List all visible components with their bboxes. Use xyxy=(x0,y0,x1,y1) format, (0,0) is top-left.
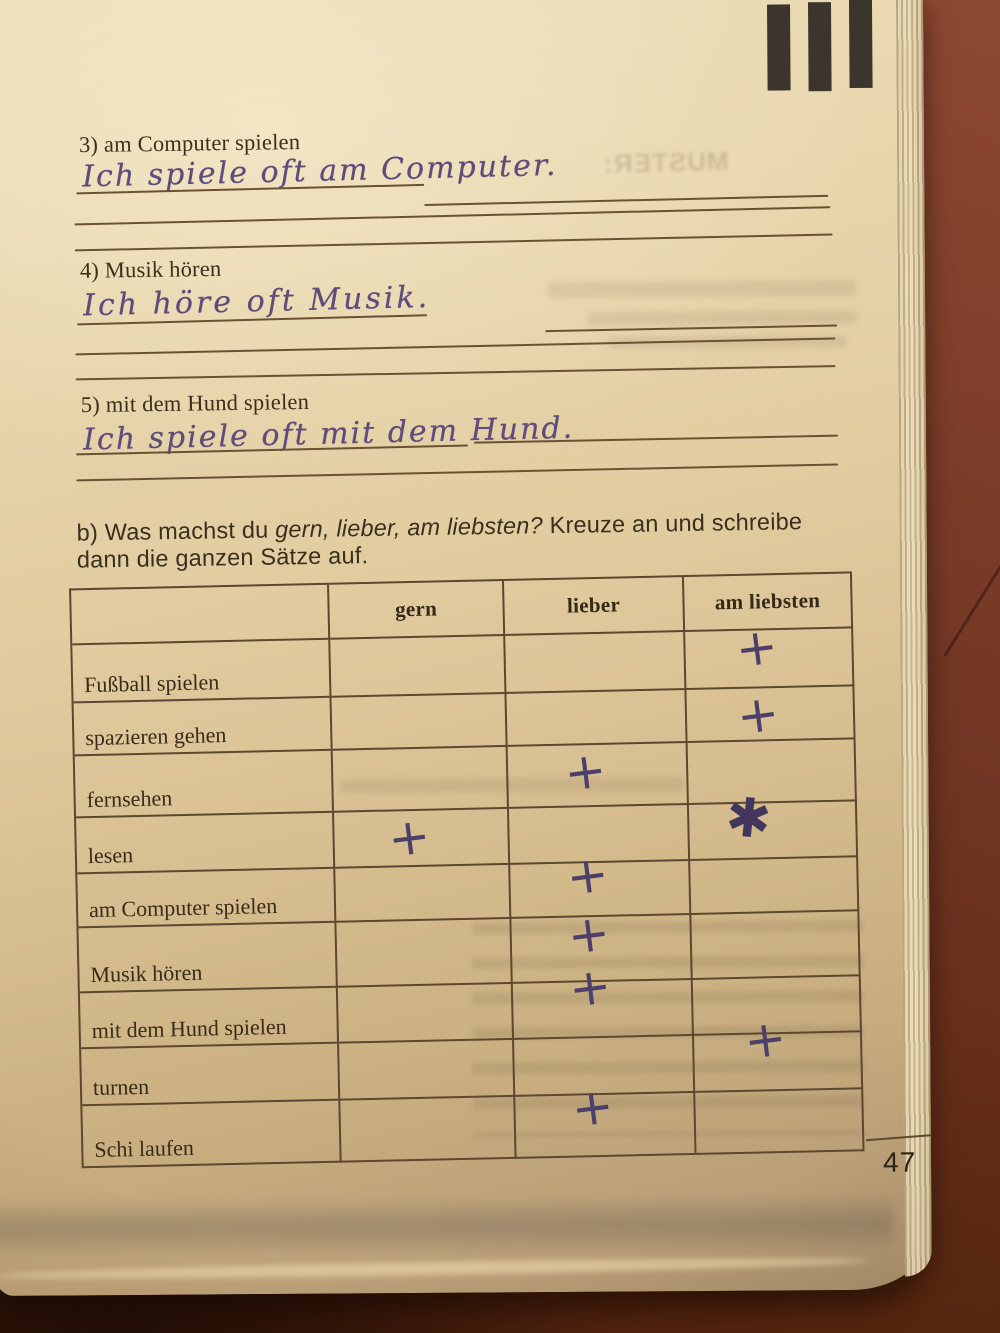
row-label-cell: lesen xyxy=(76,812,336,875)
checkbox-cell xyxy=(330,635,507,698)
row-label: Musik hören xyxy=(90,959,203,988)
pen-mark: + xyxy=(384,805,434,869)
checkbox-cell xyxy=(505,632,687,694)
column-header-lieber: lieber xyxy=(504,577,686,636)
pen-mark: + xyxy=(733,683,783,747)
row-label: fernsehen xyxy=(86,785,173,813)
row-label: spazieren gehen xyxy=(85,722,227,751)
bleed-through-text: MUSTER: xyxy=(602,145,729,179)
row-label-cell: spazieren gehen xyxy=(73,697,333,757)
row-label: am Computer spielen xyxy=(88,892,278,923)
checkbox-cell xyxy=(336,918,513,988)
row-label-cell: mit dem Hund spielen xyxy=(79,987,340,1050)
row-label-cell: fernsehen xyxy=(74,750,335,819)
wood-scratch xyxy=(943,553,1000,657)
row-label-cell: Fußball spielen xyxy=(72,639,332,704)
ruled-line xyxy=(424,194,829,206)
task-b-instruction-line1: b) Was machst du gern, lieber, am liebst… xyxy=(76,508,802,546)
checkbox-cell xyxy=(335,864,512,923)
exercise-item-4-label: 4) Musik hören xyxy=(79,255,222,283)
checkbox-cell: + xyxy=(507,740,689,809)
column-header-label: lieber xyxy=(566,592,621,618)
row-label-cell: Musik hören xyxy=(78,922,338,994)
task-b-italic-words: gern, lieber, am liebsten? xyxy=(274,512,544,543)
checkbox-cell: + xyxy=(686,683,856,746)
checkbox-cell: + xyxy=(693,1008,864,1093)
ruled-line xyxy=(545,324,838,333)
checkbox-cell xyxy=(331,693,508,751)
page-bottom-shadow xyxy=(0,1193,895,1253)
pen-mark: + xyxy=(560,740,610,803)
exercise-item-3-label: 3) am Computer spielen xyxy=(78,129,301,158)
checkbox-cell xyxy=(695,1089,865,1155)
column-header-label: am liebsten xyxy=(714,588,821,615)
unit-marker-bars xyxy=(767,0,873,92)
row-label-cell: turnen xyxy=(81,1043,341,1107)
crossed-out-mark-cell: ✱ xyxy=(688,785,859,861)
checkbox-cell xyxy=(339,1039,516,1101)
checkbox-cell: + xyxy=(512,956,694,1040)
task-b-text: Kreuze an und schreibe xyxy=(542,508,803,539)
checkbox-cell: + xyxy=(334,806,511,869)
preferences-table: gern lieber am liebsten Fußball spielen … xyxy=(69,571,865,1169)
ruled-line xyxy=(76,463,839,482)
column-header-gern: gern xyxy=(329,580,506,640)
task-b-text: b) Was machst du xyxy=(76,516,276,546)
row-label: turnen xyxy=(92,1073,150,1101)
page-edge-stack xyxy=(895,0,932,1277)
bleed-smudge xyxy=(546,279,858,299)
row-label: Schi laufen xyxy=(94,1134,195,1163)
task-b-instruction-line2: dann die ganzen Sätze auf. xyxy=(76,542,369,573)
page-curl-highlight xyxy=(0,1254,869,1283)
row-label: lesen xyxy=(87,842,134,869)
row-label-cell: am Computer spielen xyxy=(77,868,337,929)
bleed-smudge xyxy=(587,309,858,326)
table-corner-cell xyxy=(71,584,331,646)
ruled-line xyxy=(74,233,833,252)
checkbox-cell xyxy=(337,983,515,1044)
page-number: 47 xyxy=(882,1146,917,1178)
ruled-line xyxy=(75,365,836,381)
exercise-item-5-label: 5) mit dem Hund spielen xyxy=(80,388,310,418)
ruled-line xyxy=(74,206,831,226)
column-header-label: gern xyxy=(394,596,438,622)
row-label: mit dem Hund spielen xyxy=(91,1013,287,1044)
workbook-page: MUSTER: 3) am Computer spielen Ich spiel… xyxy=(0,0,932,1296)
checkbox-cell xyxy=(690,857,860,915)
checkbox-cell xyxy=(340,1096,517,1163)
checkbox-cell xyxy=(691,911,861,980)
row-label-cell: Schi laufen xyxy=(82,1100,342,1169)
checkbox-cell: + xyxy=(515,1076,697,1159)
row-label: Fußball spielen xyxy=(83,669,220,698)
